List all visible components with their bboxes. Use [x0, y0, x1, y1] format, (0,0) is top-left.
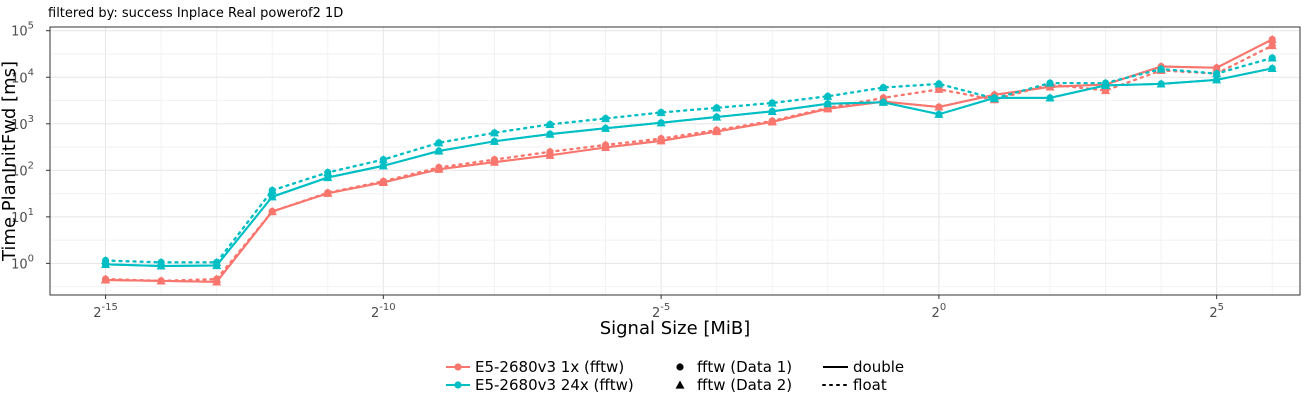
x-tick-label: 2-10 — [371, 302, 396, 321]
data-point-triangle — [434, 162, 444, 172]
x-tick-label: 20 — [932, 302, 947, 321]
data-point-triangle — [767, 98, 777, 107]
data-point-triangle — [1267, 34, 1277, 44]
data-point-triangle — [767, 106, 777, 115]
legend-label: float — [853, 376, 887, 394]
chart-subtitle: filtered by: success Inplace Real powero… — [48, 6, 343, 21]
y-axis: 100 101 102 103 104 105 — [11, 21, 50, 272]
data-point-triangle — [323, 188, 333, 197]
y-tick-label: 104 — [11, 67, 34, 86]
y-tick-label: 103 — [11, 114, 34, 133]
legend-label: double — [853, 358, 904, 376]
x-axis-label: Signal Size [MiB] — [600, 318, 751, 339]
data-point-triangle — [878, 97, 888, 106]
series-line — [105, 38, 1273, 283]
data-point-triangle — [934, 79, 944, 88]
data-point-triangle — [1156, 79, 1166, 88]
data-point-triangle — [601, 123, 611, 132]
data-point-triangle — [267, 185, 277, 194]
data-point-triangle — [1101, 78, 1111, 87]
series — [101, 53, 1277, 266]
data-point-triangle — [323, 173, 333, 182]
data-point-triangle — [1267, 53, 1277, 62]
data-point-triangle — [601, 113, 611, 123]
data-point-triangle — [489, 136, 499, 145]
data-point-triangle — [545, 147, 555, 156]
data-point-triangle — [934, 84, 944, 93]
y-tick-label: 105 — [11, 21, 34, 40]
legend-key-point — [454, 363, 462, 371]
data-point-triangle — [675, 380, 685, 389]
legend-label: fftw (Data 2) — [697, 376, 792, 394]
data-point-triangle — [878, 83, 888, 92]
data-point-triangle — [156, 257, 166, 266]
y-tick-label: 101 — [11, 207, 34, 226]
data-point-triangle — [1045, 78, 1055, 87]
legend: E5-2680v3 1x (fftw)E5-2680v3 24x (fftw) f… — [446, 358, 904, 394]
legend-label: fftw (Data 1) — [697, 358, 792, 376]
x-axis: 2-15 2-10 2-5 20 25 — [93, 295, 1224, 321]
data-point-triangle — [267, 192, 277, 201]
data-point-triangle — [434, 146, 444, 155]
plot-border — [49, 26, 1301, 296]
series-line — [105, 67, 1273, 267]
data-point-triangle — [101, 274, 111, 283]
data-point-triangle — [378, 155, 388, 164]
data-point-triangle — [989, 93, 999, 103]
data-point-triangle — [1212, 69, 1222, 78]
data-point-triangle — [767, 116, 777, 125]
x-tick-label: 25 — [1209, 302, 1224, 321]
data-point-triangle — [323, 167, 333, 177]
data-point-triangle — [434, 138, 444, 147]
data-point-triangle — [212, 257, 222, 266]
data-point-triangle — [1045, 93, 1055, 102]
data-point-triangle — [545, 119, 555, 128]
data-point-triangle — [656, 107, 666, 117]
data-point-triangle — [712, 112, 722, 121]
data-point-triangle — [1101, 85, 1111, 95]
plot-background — [50, 27, 1300, 295]
legend-label: E5-2680v3 1x (fftw) — [475, 358, 624, 376]
legend-key-point — [454, 381, 462, 389]
data-point-triangle — [156, 276, 166, 285]
data-point-triangle — [934, 102, 944, 111]
data-point-triangle — [934, 109, 944, 118]
y-tick-label: 102 — [11, 160, 34, 179]
data-point-triangle — [656, 134, 666, 143]
data-point-triangle — [489, 155, 499, 164]
data-point-triangle — [267, 207, 277, 216]
data-point-triangle — [823, 99, 833, 108]
data-point-triangle — [1212, 63, 1222, 72]
data-point-triangle — [823, 91, 833, 100]
legend-label: E5-2680v3 24x (fftw) — [475, 376, 634, 394]
data-point-circle — [676, 363, 684, 371]
x-tick-label: 2-5 — [652, 302, 670, 321]
data-point-triangle — [1267, 41, 1277, 50]
data-point-triangle — [712, 125, 722, 134]
data-point-triangle — [1156, 64, 1166, 73]
series-line — [104, 56, 1274, 264]
data-point-triangle — [378, 161, 388, 170]
data-point-triangle — [378, 176, 388, 185]
data-point-triangle — [1212, 75, 1222, 84]
data-point-triangle — [1267, 63, 1277, 72]
data-point-triangle — [601, 140, 611, 149]
data-point-triangle — [101, 256, 111, 265]
x-tick-label: 2-15 — [93, 302, 118, 321]
data-point-triangle — [823, 103, 833, 112]
y-tick-label: 100 — [11, 253, 34, 272]
series — [101, 41, 1277, 285]
grid — [49, 27, 1300, 295]
data-point-triangle — [656, 118, 666, 127]
data-point-triangle — [712, 103, 722, 112]
data-point-triangle — [489, 128, 499, 137]
series-layer — [101, 34, 1277, 286]
data-point-triangle — [545, 129, 555, 138]
data-point-triangle — [212, 274, 222, 283]
y-axis-label: Time PlanInitFwd [ms] — [0, 61, 20, 262]
series-line — [104, 44, 1274, 282]
